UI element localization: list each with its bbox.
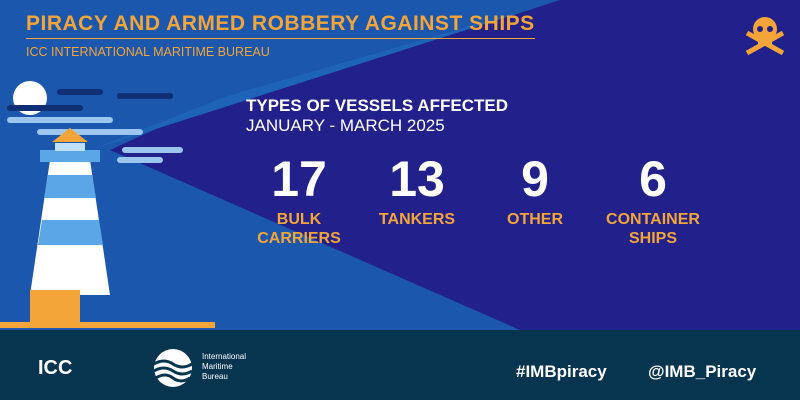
hashtag: #IMBpiracy	[516, 362, 607, 381]
stat: 9 OTHER	[476, 150, 594, 248]
stat: 17 BULK CARRIERS	[240, 150, 358, 248]
stat-value: 17	[271, 151, 327, 207]
panel-title: TYPES OF VESSELS AFFECTED	[246, 96, 508, 115]
stat-value: 6	[639, 151, 667, 207]
imb-logo-mark	[153, 349, 193, 387]
stat-value: 9	[521, 151, 549, 207]
stat-label: CONTAINER SHIPS	[606, 211, 700, 247]
handle: @IMB_Piracy	[648, 362, 757, 381]
stat-value: 13	[389, 151, 445, 207]
stat: 6 CONTAINER SHIPS	[594, 150, 712, 248]
stat-label: TANKERS	[378, 211, 456, 228]
stat-label: BULK CARRIERS	[257, 211, 341, 247]
icc-logo: ICC	[38, 357, 73, 379]
stat-label: OTHER	[507, 211, 563, 228]
stat: 13 TANKERS	[358, 150, 476, 248]
subtitle: ICC INTERNATIONAL MARITIME BUREAU	[26, 45, 270, 59]
imb-logo: International Maritime Bureau	[202, 352, 247, 381]
stats: 17 BULK CARRIERS 13 TANKERS 9 OTHER 6 CONTAINER…	[240, 150, 712, 248]
title: PIRACY AND ARMED ROBBERY AGAINST SHIPS	[26, 12, 535, 39]
footer	[0, 330, 800, 400]
panel-period: JANUARY - MARCH 2025	[246, 116, 445, 135]
